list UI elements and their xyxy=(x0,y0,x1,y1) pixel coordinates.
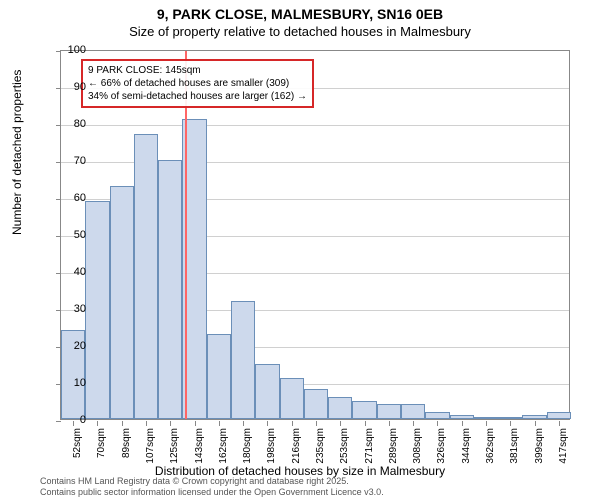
x-tick-label: 143sqm xyxy=(194,428,205,488)
x-tick-label: 362sqm xyxy=(485,428,496,488)
x-tick-mark xyxy=(267,421,268,426)
y-tick-label: 10 xyxy=(46,377,86,389)
histogram-bar xyxy=(328,397,352,419)
x-tick-label: 253sqm xyxy=(339,428,350,488)
y-tick-label: 90 xyxy=(46,81,86,93)
annotation-line: ← 66% of detached houses are smaller (30… xyxy=(88,77,307,90)
x-tick-label: 235sqm xyxy=(315,428,326,488)
x-tick-label: 70sqm xyxy=(96,428,107,488)
histogram-bar xyxy=(352,401,376,420)
page-subtitle: Size of property relative to detached ho… xyxy=(0,22,600,39)
y-tick-label: 100 xyxy=(46,44,86,56)
histogram-bar xyxy=(450,415,474,419)
x-tick-mark xyxy=(97,421,98,426)
histogram-bar xyxy=(425,412,449,419)
x-tick-label: 198sqm xyxy=(266,428,277,488)
histogram-bar xyxy=(255,364,279,420)
x-tick-mark xyxy=(510,421,511,426)
x-tick-label: 399sqm xyxy=(534,428,545,488)
histogram-bar xyxy=(231,301,255,419)
histogram-bar xyxy=(401,404,425,419)
histogram-bar xyxy=(158,160,182,419)
histogram-bar xyxy=(474,417,498,419)
x-tick-label: 289sqm xyxy=(388,428,399,488)
footer-attribution: Contains HM Land Registry data © Crown c… xyxy=(40,476,384,498)
y-tick-label: 0 xyxy=(46,414,86,426)
histogram-bar xyxy=(377,404,401,419)
plot-region: 9 PARK CLOSE: 145sqm← 66% of detached ho… xyxy=(60,50,570,420)
annotation-box: 9 PARK CLOSE: 145sqm← 66% of detached ho… xyxy=(81,59,314,108)
histogram-bar xyxy=(207,334,231,419)
y-tick-label: 30 xyxy=(46,303,86,315)
y-tick-label: 20 xyxy=(46,340,86,352)
histogram-bar xyxy=(134,134,158,419)
x-tick-label: 180sqm xyxy=(242,428,253,488)
x-tick-label: 162sqm xyxy=(218,428,229,488)
x-tick-mark xyxy=(195,421,196,426)
x-tick-label: 381sqm xyxy=(509,428,520,488)
x-tick-label: 344sqm xyxy=(461,428,472,488)
x-tick-mark xyxy=(316,421,317,426)
x-tick-label: 52sqm xyxy=(72,428,83,488)
histogram-bar xyxy=(522,415,546,419)
x-tick-mark xyxy=(365,421,366,426)
x-tick-mark xyxy=(462,421,463,426)
histogram-bar xyxy=(110,186,134,419)
footer-line2: Contains public sector information licen… xyxy=(40,487,384,498)
x-tick-mark xyxy=(486,421,487,426)
x-tick-mark xyxy=(292,421,293,426)
histogram-bar xyxy=(85,201,109,419)
x-tick-label: 107sqm xyxy=(145,428,156,488)
y-axis-label: Number of detached properties xyxy=(10,70,24,235)
x-tick-label: 216sqm xyxy=(291,428,302,488)
gridline xyxy=(61,125,569,126)
y-tick-label: 50 xyxy=(46,229,86,241)
y-tick-label: 70 xyxy=(46,155,86,167)
x-tick-label: 271sqm xyxy=(364,428,375,488)
x-tick-mark xyxy=(389,421,390,426)
x-tick-mark xyxy=(437,421,438,426)
x-tick-mark xyxy=(535,421,536,426)
x-tick-mark xyxy=(413,421,414,426)
histogram-bar xyxy=(498,417,522,419)
histogram-bar xyxy=(280,378,304,419)
x-tick-label: 326sqm xyxy=(436,428,447,488)
x-tick-label: 417sqm xyxy=(558,428,569,488)
x-tick-label: 89sqm xyxy=(121,428,132,488)
x-tick-mark xyxy=(340,421,341,426)
annotation-line: 34% of semi-detached houses are larger (… xyxy=(88,90,307,103)
x-tick-mark xyxy=(146,421,147,426)
x-tick-mark xyxy=(559,421,560,426)
y-tick-label: 80 xyxy=(46,118,86,130)
x-tick-mark xyxy=(243,421,244,426)
page-title: 9, PARK CLOSE, MALMESBURY, SN16 0EB xyxy=(0,0,600,22)
y-tick-label: 40 xyxy=(46,266,86,278)
x-tick-label: 125sqm xyxy=(169,428,180,488)
chart-area: 9 PARK CLOSE: 145sqm← 66% of detached ho… xyxy=(60,50,570,420)
histogram-bar xyxy=(547,412,571,419)
x-tick-label: 308sqm xyxy=(412,428,423,488)
x-tick-mark xyxy=(122,421,123,426)
histogram-bar xyxy=(304,389,328,419)
annotation-line: 9 PARK CLOSE: 145sqm xyxy=(88,64,307,77)
y-tick-label: 60 xyxy=(46,192,86,204)
footer-line1: Contains HM Land Registry data © Crown c… xyxy=(40,476,384,487)
x-tick-mark xyxy=(219,421,220,426)
x-tick-mark xyxy=(170,421,171,426)
